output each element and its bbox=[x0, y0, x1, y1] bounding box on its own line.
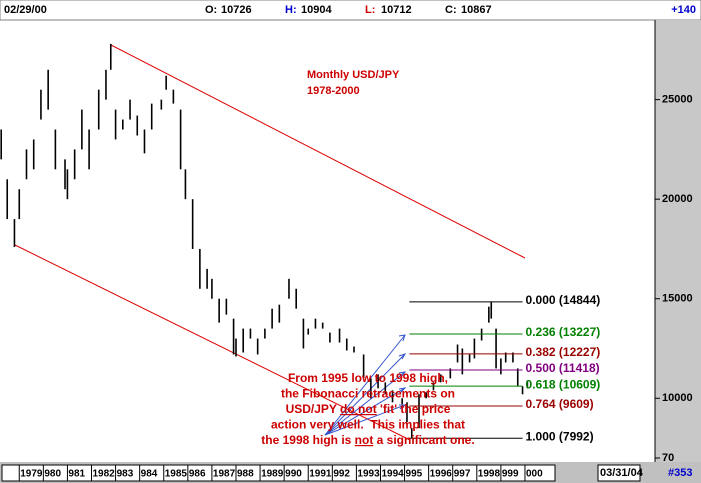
annotation-line: the Fibonacci retracements on bbox=[281, 387, 455, 401]
y-tick-label: 20000 bbox=[662, 193, 693, 205]
footer-date-box bbox=[597, 464, 641, 482]
x-tick-label: 1998 bbox=[478, 469, 501, 480]
annotation-line: From 1995 low to 1998 high, bbox=[288, 371, 448, 385]
x-tick-label: 1991 bbox=[309, 469, 332, 480]
header-field-value: 10726 bbox=[221, 4, 252, 16]
x-tick-label: 986 bbox=[189, 469, 206, 480]
annotation-segment: do not bbox=[340, 402, 377, 416]
y-tick-label: 15000 bbox=[662, 293, 693, 305]
arrow-lines bbox=[324, 334, 406, 436]
x-tick-label: 1982 bbox=[93, 469, 116, 480]
fib-level-label: 0.500 (11418) bbox=[526, 361, 600, 375]
footer-date: 03/31/04 bbox=[600, 467, 644, 479]
annotation-line: the 1998 high is not a significant one. bbox=[261, 433, 474, 447]
annotation-segment: 'fit' the price bbox=[377, 402, 451, 416]
x-tick-label: 1979 bbox=[20, 469, 43, 480]
x-tick-label: 1989 bbox=[261, 469, 284, 480]
x-tick-label: 1996 bbox=[430, 469, 453, 480]
x-tick-label: 981 bbox=[68, 469, 85, 480]
header-field-label: C: bbox=[445, 4, 457, 16]
fib-level-label: 0.000 (14844) bbox=[526, 293, 601, 307]
x-tick-label: 988 bbox=[237, 469, 254, 480]
header-field-label: H: bbox=[285, 4, 297, 16]
y-tick-label: 25000 bbox=[662, 94, 693, 106]
x-tick-label: 983 bbox=[117, 469, 134, 480]
x-tick-label: 997 bbox=[454, 469, 471, 480]
y-axis-panel bbox=[655, 20, 701, 462]
x-tick-label: 1985 bbox=[165, 469, 188, 480]
fib-level-label: 0.382 (12227) bbox=[526, 345, 601, 359]
annotation-segment: USD/JPY bbox=[286, 402, 340, 416]
annotation-segment: From 1995 low to 1998 high, bbox=[288, 371, 448, 385]
header-date: 02/29/00 bbox=[4, 4, 47, 16]
y-tick-label: 10000 bbox=[662, 392, 693, 404]
annotation-segment: the Fibonacci retracements on bbox=[281, 387, 455, 401]
header-field-value: 10867 bbox=[461, 4, 492, 16]
x-tick-label: 1994 bbox=[381, 469, 404, 480]
channel-upper bbox=[110, 44, 526, 259]
x-tick-label: 1993 bbox=[357, 469, 380, 480]
fib-level-label: 0.236 (13227) bbox=[526, 325, 601, 339]
annotation-segment: the 1998 high is bbox=[261, 433, 354, 447]
fib-level-label: 0.764 (9609) bbox=[526, 397, 594, 411]
header-field-value: 10712 bbox=[381, 4, 412, 16]
annotation-segment: not bbox=[355, 433, 374, 447]
header-change: +140 bbox=[671, 4, 696, 16]
x-tick-label: 1987 bbox=[213, 469, 236, 480]
x-tick-label: 990 bbox=[285, 469, 302, 480]
header-field-value: 10904 bbox=[301, 4, 332, 16]
y-tick-label: 70 bbox=[662, 452, 674, 464]
x-tick-label: 984 bbox=[141, 469, 158, 480]
x-axis-strip bbox=[1, 464, 556, 482]
arrow-heads bbox=[398, 334, 407, 410]
header-field-label: O: bbox=[205, 4, 217, 16]
x-tick-label: 992 bbox=[333, 469, 350, 480]
x-tick-label: 980 bbox=[44, 469, 61, 480]
annotation-segment: a significant one. bbox=[373, 433, 474, 447]
fib-level-label: 1.000 (7992) bbox=[526, 429, 594, 443]
arrows bbox=[324, 334, 407, 436]
channel-lower bbox=[14, 244, 411, 441]
x-tick-label: 000 bbox=[526, 469, 543, 480]
header-bar bbox=[0, 0, 701, 21]
header-field-label: L: bbox=[365, 4, 375, 16]
fib-level-label: 0.618 (10609) bbox=[526, 377, 601, 391]
x-tick-label: 995 bbox=[406, 469, 423, 480]
annotation-segment: action very well. This implies that bbox=[271, 418, 465, 432]
annotation-line: USD/JPY do not 'fit' the price bbox=[286, 402, 451, 416]
chart-title: Monthly USD/JPY bbox=[307, 69, 400, 81]
annotation-line: action very well. This implies that bbox=[271, 418, 465, 432]
x-tick-label: 999 bbox=[502, 469, 519, 480]
footer-id: #353 bbox=[668, 467, 692, 479]
chart-subtitle: 1978-2000 bbox=[307, 85, 360, 97]
